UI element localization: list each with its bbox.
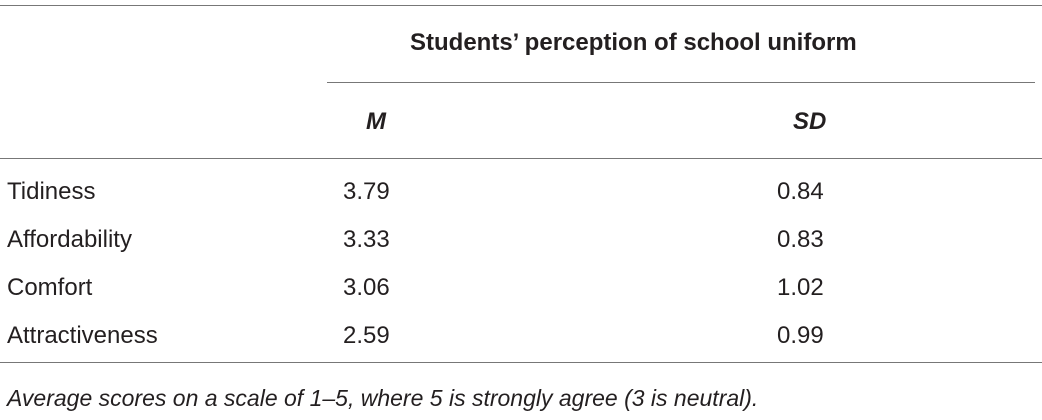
cell-sd: 0.84: [777, 178, 824, 205]
footnote: Average scores on a scale of 1–5, where …: [7, 385, 759, 411]
cell-sd: 0.83: [777, 226, 824, 253]
bottom-rule: [0, 362, 1042, 363]
top-rule: [0, 5, 1042, 6]
header-rule: [0, 158, 1042, 159]
column-header: SD: [793, 108, 827, 135]
row-label: Comfort: [7, 274, 93, 301]
group-header: Students’ perception of school uniform: [410, 29, 857, 56]
row-label: Tidiness: [7, 178, 96, 205]
group-rule: [327, 82, 1035, 83]
cell-m: 3.33: [343, 226, 390, 253]
cell-m: 3.79: [343, 178, 390, 205]
cell-m: 3.06: [343, 274, 390, 301]
row-label: Affordability: [7, 226, 132, 253]
cell-sd: 0.99: [777, 322, 824, 349]
cell-m: 2.59: [343, 322, 390, 349]
cell-sd: 1.02: [777, 274, 824, 301]
row-label: Attractiveness: [7, 322, 158, 349]
column-header: M: [366, 108, 386, 135]
